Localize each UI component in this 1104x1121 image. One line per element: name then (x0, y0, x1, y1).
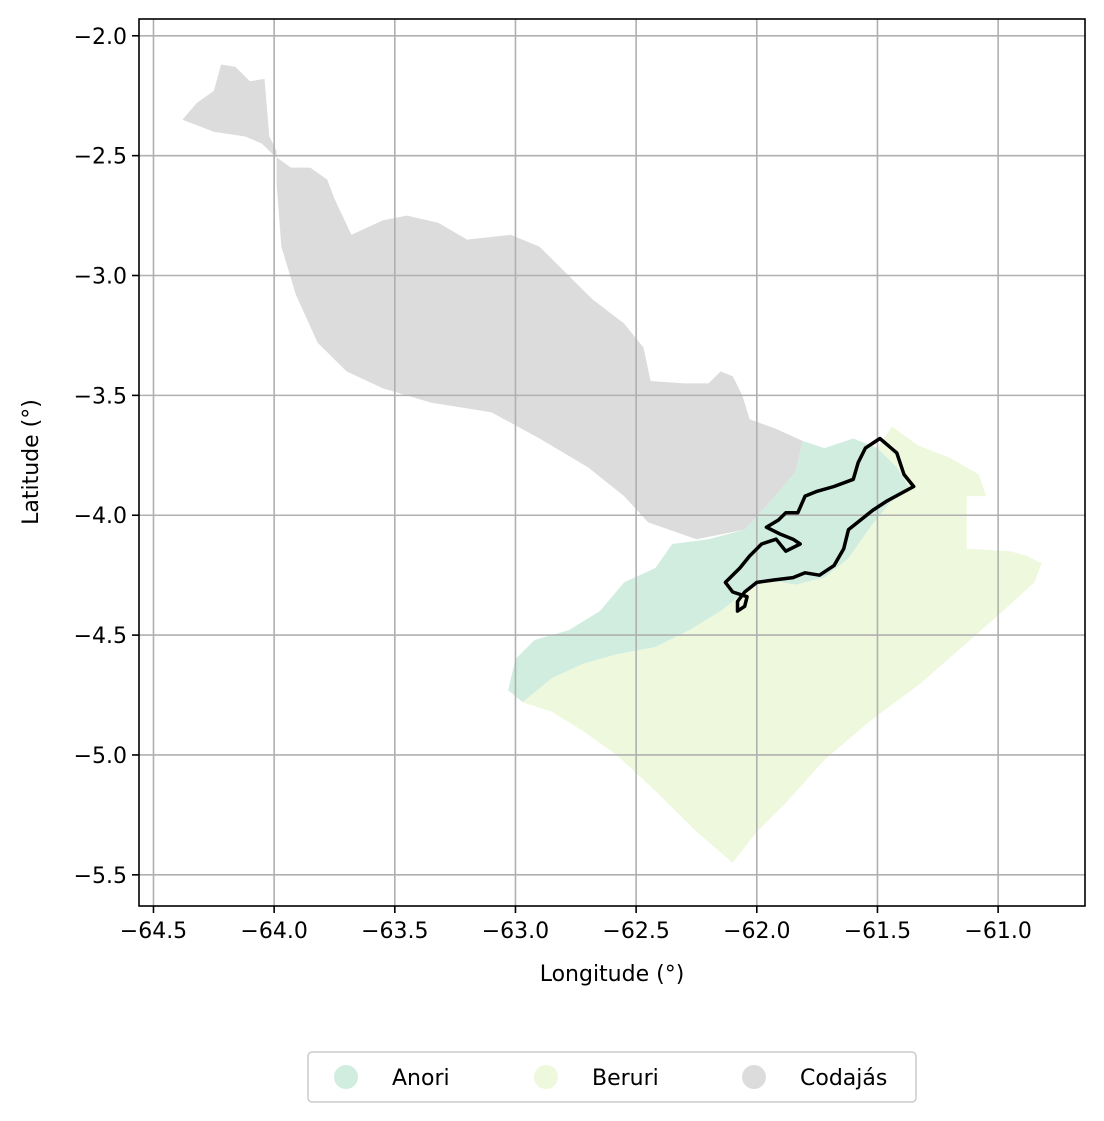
x-tick-label: −62.0 (723, 919, 790, 944)
y-axis-title: Latitude (°) (19, 399, 44, 525)
x-axis-title: Longitude (°) (540, 962, 685, 987)
legend-marker-anori (334, 1065, 358, 1089)
legend-label-codajas: Codajás (800, 1066, 887, 1091)
legend-label-anori: Anori (392, 1066, 450, 1091)
y-tick-label: −2.5 (74, 145, 127, 170)
y-tick-label: −4.0 (74, 504, 127, 529)
x-axis: −64.5 −64.0 −63.5 −63.0 −62.5 −62.0 −61.5 −61.0 (120, 906, 1032, 944)
y-tick-label: −4.5 (74, 624, 127, 649)
regions-layer (182, 64, 1042, 863)
region-anori (508, 438, 909, 703)
legend: Anori Beruri Codajás (307, 1051, 917, 1103)
y-tick-label: −3.5 (74, 384, 127, 409)
x-tick-label: −61.5 (844, 919, 911, 944)
x-tick-label: −64.0 (240, 919, 307, 944)
grid-layer (139, 19, 1085, 906)
plot-frame (138, 18, 1086, 907)
y-tick-label: −5.0 (74, 744, 127, 769)
x-tick-label: −61.0 (964, 919, 1031, 944)
boundary-layer (723, 436, 916, 613)
x-tick-label: −64.5 (120, 919, 187, 944)
x-tick-label: −63.5 (361, 919, 428, 944)
x-tick-label: −62.5 (602, 919, 669, 944)
y-tick-label: −2.0 (74, 25, 127, 50)
y-tick-label: −3.0 (74, 265, 127, 290)
legend-marker-beruri (534, 1065, 558, 1089)
legend-frame (307, 1051, 917, 1103)
highlight-boundary (723, 436, 916, 613)
legend-label-beruri: Beruri (592, 1066, 659, 1091)
legend-marker-codajas (742, 1065, 766, 1089)
y-axis: −2.0 −2.5 −3.0 −3.5 −4.0 −4.5 −5.0 −5.5 (74, 25, 139, 889)
y-tick-label: −5.5 (74, 864, 127, 889)
region-beruri (522, 426, 1042, 863)
region-codajas (182, 64, 803, 540)
x-tick-label: −63.0 (482, 919, 549, 944)
